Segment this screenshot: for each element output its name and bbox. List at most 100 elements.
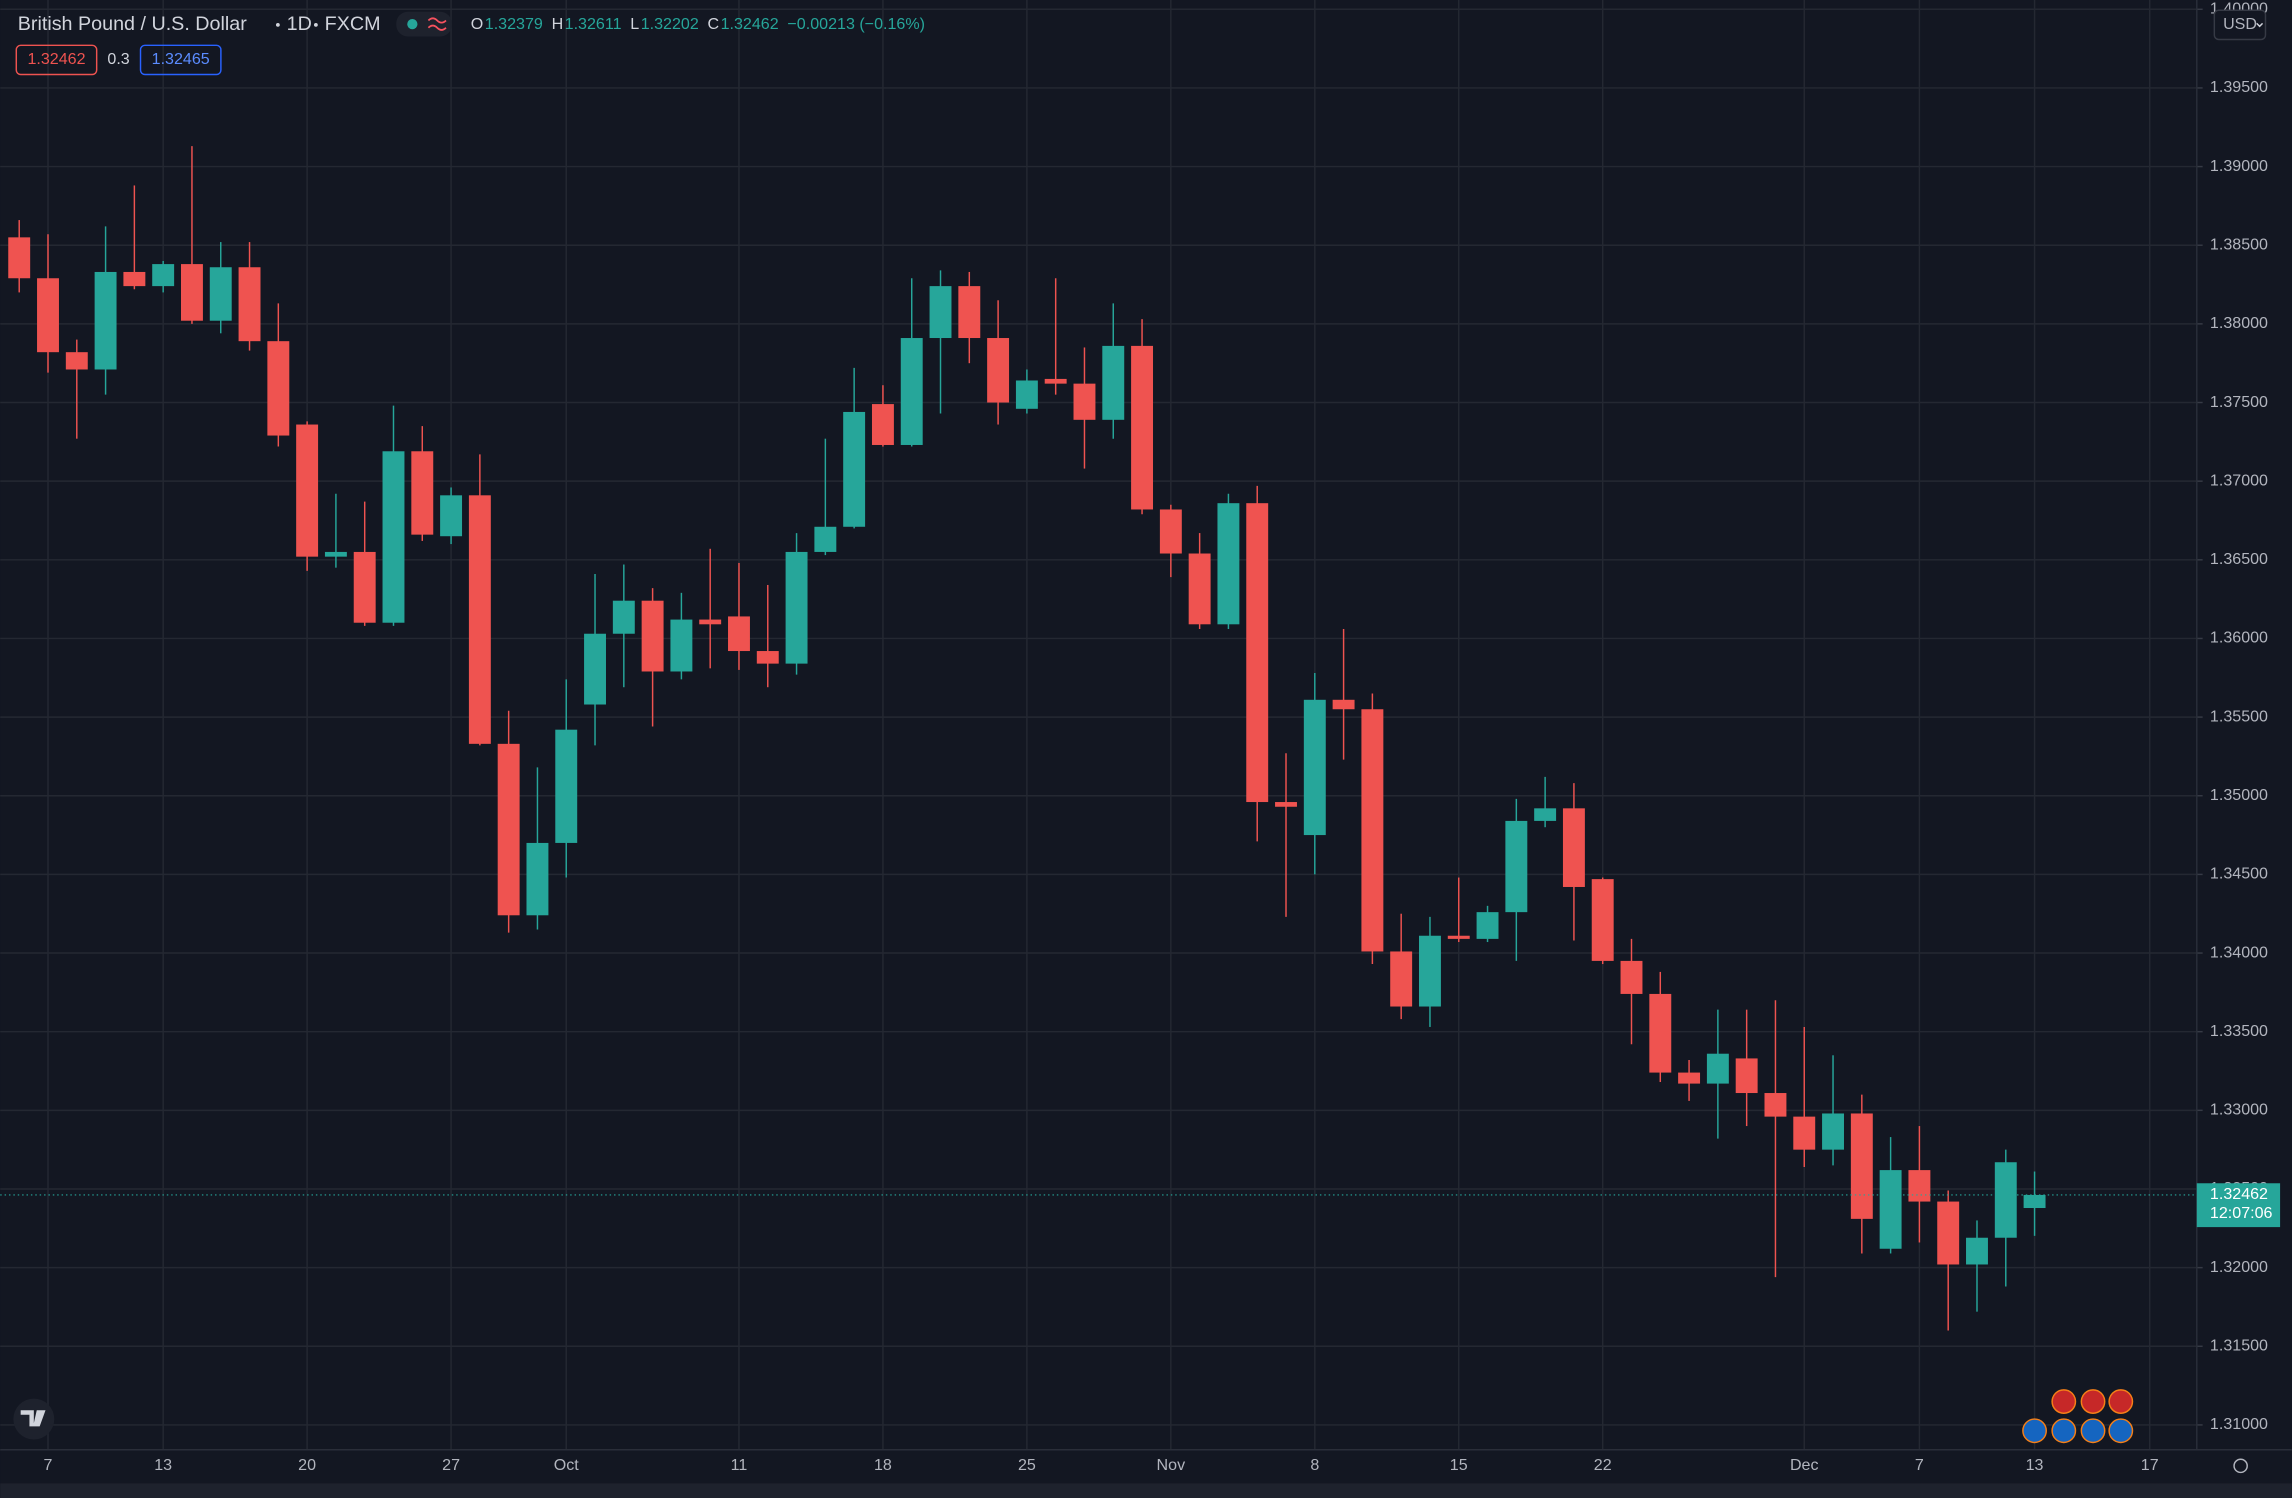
ask-price: 1.32465 xyxy=(152,50,210,68)
candle-body xyxy=(843,411,866,527)
candle-body xyxy=(785,551,808,664)
economic-events[interactable] xyxy=(2022,1389,2134,1444)
candle-body xyxy=(987,338,1010,403)
spread: 0.3 xyxy=(107,50,129,68)
ohlc-label: H xyxy=(552,15,564,33)
y-tick-label: 1.36000 xyxy=(2210,629,2268,647)
candle-body xyxy=(440,495,463,537)
candle-body xyxy=(1102,345,1125,420)
candle-body xyxy=(411,451,434,535)
candle-body xyxy=(1822,1113,1844,1150)
candle-body xyxy=(1649,993,1672,1073)
event-flag[interactable] xyxy=(2108,1418,2134,1444)
candle-body xyxy=(37,278,59,353)
y-tick-label: 1.37000 xyxy=(2210,471,2268,489)
candle-body xyxy=(1073,383,1096,420)
candle-body xyxy=(728,616,750,652)
bid-price: 1.32462 xyxy=(27,50,85,68)
logo xyxy=(20,1410,46,1427)
status-pill[interactable] xyxy=(396,11,452,37)
chevron xyxy=(2256,22,2264,28)
ohlc-value: 1.32611 xyxy=(565,15,622,33)
y-tick-label: 1.34500 xyxy=(2210,865,2268,883)
event-flag[interactable] xyxy=(2022,1418,2047,1444)
sell-box[interactable] xyxy=(15,44,98,76)
candle-body xyxy=(1966,1237,1988,1265)
x-tick-label: Oct xyxy=(554,1456,580,1474)
candle-body xyxy=(1793,1116,1816,1150)
candle-body xyxy=(1131,345,1154,510)
candle-body xyxy=(65,352,88,370)
candle-body xyxy=(1764,1093,1787,1117)
candle-body xyxy=(1620,960,1643,994)
ohlc-value: 1.32379 xyxy=(485,15,543,33)
candle-body xyxy=(1735,1058,1758,1094)
candle-body xyxy=(1275,802,1297,807)
x-tick-label: 13 xyxy=(2026,1456,2044,1474)
candle-body xyxy=(1908,1170,1931,1202)
candle-body xyxy=(584,633,606,705)
candle-body xyxy=(1562,808,1585,887)
candle-body xyxy=(1246,503,1269,803)
symbol[interactable]: British Pound / U.S. Dollar xyxy=(18,13,247,35)
event-flag[interactable] xyxy=(2108,1389,2134,1414)
x-tick-label: 17 xyxy=(2141,1456,2159,1474)
candle-body xyxy=(929,286,952,339)
candle-body xyxy=(497,743,520,916)
candle-body xyxy=(209,267,232,321)
x-tick-label: 8 xyxy=(1310,1456,1319,1474)
x-tick-label: 25 xyxy=(1018,1456,1036,1474)
candle-body xyxy=(8,237,31,279)
exchange[interactable]: FXCM xyxy=(325,13,381,35)
candle-body xyxy=(1994,1162,2017,1238)
event-flag[interactable] xyxy=(2051,1418,2077,1444)
buy-box[interactable] xyxy=(139,44,222,76)
change: −0.00213 (−0.16%) xyxy=(787,15,925,33)
interval[interactable]: 1D xyxy=(287,13,312,35)
x-tick-label: 20 xyxy=(298,1456,316,1474)
ohlc-value: 1.32462 xyxy=(721,15,779,33)
x-tick-label: 15 xyxy=(1450,1456,1468,1474)
grid: 1.310001.315001.320001.325001.330001.335… xyxy=(0,0,2268,1474)
candle-body xyxy=(699,619,722,625)
y-tick-label: 1.38500 xyxy=(2210,235,2268,253)
candle-body xyxy=(555,729,578,843)
market-open-dot xyxy=(407,18,418,30)
candle-body xyxy=(1390,951,1413,1007)
y-tick-label: 1.36500 xyxy=(2210,550,2268,568)
bottom-bar xyxy=(0,1483,2292,1498)
candle-body xyxy=(1706,1053,1729,1084)
y-tick-label: 1.33500 xyxy=(2210,1022,2268,1040)
last-price-box xyxy=(2196,1183,2281,1228)
x-tick-label: 18 xyxy=(874,1456,892,1474)
candle-body xyxy=(612,600,635,634)
ohlc-label: C xyxy=(708,15,720,33)
candle-body xyxy=(1937,1201,1960,1265)
y-tick-label: 1.31000 xyxy=(2210,1415,2268,1433)
candle-body xyxy=(123,271,146,287)
y-tick-label: 1.37500 xyxy=(2210,393,2268,411)
y-tick-label: 1.39000 xyxy=(2210,157,2268,175)
candle-body xyxy=(267,341,290,436)
event-flag[interactable] xyxy=(2080,1418,2106,1444)
logo-bg[interactable] xyxy=(13,1398,55,1440)
candle-body xyxy=(238,267,261,342)
y-tick-label: 1.33000 xyxy=(2210,1101,2268,1119)
candle-body xyxy=(1419,935,1441,1007)
candle-body xyxy=(1447,935,1470,939)
candle-body xyxy=(1476,912,1499,939)
ohlc-value: 1.32202 xyxy=(641,15,699,33)
candle-body xyxy=(1303,699,1326,836)
settings-icon[interactable] xyxy=(2233,1458,2248,1474)
currency[interactable]: USD xyxy=(2223,15,2257,33)
ohlc-legend: O1.32379 H1.32611 L1.32202 C1.32462 −0.00213… xyxy=(471,15,925,33)
candle-body xyxy=(1879,1170,1902,1249)
y-tick-label: 1.39500 xyxy=(2210,78,2268,96)
candle-body xyxy=(1591,879,1614,961)
currency-button[interactable] xyxy=(2213,9,2267,41)
event-flag[interactable] xyxy=(2080,1389,2106,1414)
event-flag[interactable] xyxy=(2051,1389,2077,1414)
